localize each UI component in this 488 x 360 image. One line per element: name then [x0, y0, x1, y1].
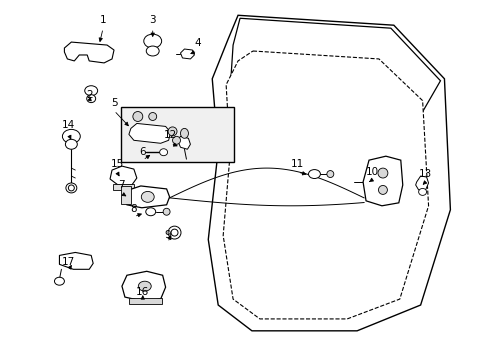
Ellipse shape: [163, 208, 170, 215]
Polygon shape: [180, 49, 194, 59]
Polygon shape: [177, 136, 190, 149]
Ellipse shape: [145, 208, 155, 216]
Text: 7: 7: [118, 180, 124, 190]
Text: 15: 15: [110, 159, 123, 169]
Ellipse shape: [138, 281, 151, 291]
Text: 3: 3: [149, 15, 156, 25]
Text: 4: 4: [194, 38, 200, 48]
Ellipse shape: [171, 229, 178, 236]
Ellipse shape: [168, 127, 177, 136]
Polygon shape: [122, 271, 165, 301]
Ellipse shape: [84, 86, 98, 96]
Ellipse shape: [54, 277, 64, 285]
Ellipse shape: [86, 95, 96, 103]
Text: 14: 14: [61, 120, 75, 130]
Ellipse shape: [146, 46, 159, 56]
Ellipse shape: [65, 139, 77, 149]
Ellipse shape: [66, 183, 77, 193]
Text: 8: 8: [130, 204, 137, 214]
Ellipse shape: [180, 129, 188, 138]
Bar: [113, 184, 134, 190]
Ellipse shape: [326, 171, 333, 177]
Ellipse shape: [308, 170, 320, 179]
Text: 11: 11: [290, 159, 304, 169]
Text: 10: 10: [365, 167, 378, 177]
Ellipse shape: [168, 226, 181, 239]
Ellipse shape: [377, 168, 387, 178]
Polygon shape: [230, 18, 440, 132]
Ellipse shape: [160, 149, 167, 156]
Ellipse shape: [172, 136, 180, 144]
Bar: [129, 298, 162, 304]
Polygon shape: [223, 51, 427, 319]
Polygon shape: [208, 15, 449, 331]
Text: 13: 13: [418, 169, 431, 179]
Ellipse shape: [148, 113, 156, 121]
Polygon shape: [60, 252, 93, 269]
Ellipse shape: [143, 34, 162, 48]
Text: 9: 9: [164, 230, 171, 239]
Polygon shape: [123, 186, 169, 208]
Ellipse shape: [418, 188, 426, 195]
Text: 12: 12: [163, 130, 177, 140]
Polygon shape: [64, 42, 114, 63]
Polygon shape: [362, 156, 402, 206]
Ellipse shape: [141, 192, 154, 202]
Text: 1: 1: [100, 15, 106, 25]
Ellipse shape: [68, 185, 74, 191]
FancyBboxPatch shape: [121, 107, 234, 162]
Ellipse shape: [133, 112, 142, 121]
Ellipse shape: [62, 129, 80, 143]
Text: 6: 6: [139, 147, 146, 157]
Text: 2: 2: [86, 90, 92, 100]
Text: 17: 17: [61, 257, 75, 267]
Polygon shape: [110, 166, 137, 185]
Polygon shape: [415, 176, 427, 190]
Text: 16: 16: [136, 287, 149, 297]
Bar: [121, 186, 131, 204]
Ellipse shape: [378, 185, 386, 194]
Polygon shape: [129, 123, 170, 143]
Text: 5: 5: [110, 98, 117, 108]
